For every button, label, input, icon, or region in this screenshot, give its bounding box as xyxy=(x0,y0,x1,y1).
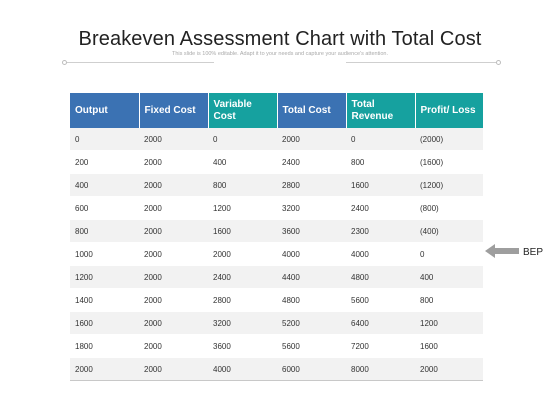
table-row: 1800 2000 3600 5600 7200 1600 xyxy=(70,334,483,358)
cell-fixed-cost: 2000 xyxy=(139,265,208,289)
cell-variable-cost: 3200 xyxy=(208,311,277,335)
cell-total-cost: 2000 xyxy=(277,128,346,151)
cell-profit-loss: (800) xyxy=(415,196,483,220)
header-total-revenue: Total Revenue xyxy=(346,93,416,128)
cell-total-revenue: 1600 xyxy=(346,173,415,197)
cell-variable-cost: 1200 xyxy=(208,196,277,220)
cell-fixed-cost: 2000 xyxy=(139,219,208,243)
header-profit-loss: Profit/ Loss xyxy=(415,93,483,128)
cell-profit-loss: (1200) xyxy=(415,173,483,197)
divider-dot-right xyxy=(496,60,501,65)
cell-total-revenue: 2300 xyxy=(346,219,415,243)
cell-total-cost: 2800 xyxy=(277,173,346,197)
cell-profit-loss: 400 xyxy=(415,265,483,289)
cell-fixed-cost: 2000 xyxy=(139,357,208,381)
cell-fixed-cost: 2000 xyxy=(139,242,208,266)
cell-total-revenue: 8000 xyxy=(346,357,415,381)
cell-variable-cost: 4000 xyxy=(208,357,277,381)
cell-profit-loss: (1600) xyxy=(415,150,483,174)
cell-output: 200 xyxy=(70,150,139,174)
page-title: Breakeven Assessment Chart with Total Co… xyxy=(78,28,482,50)
cell-fixed-cost: 2000 xyxy=(139,311,208,335)
cell-total-cost: 4000 xyxy=(277,242,346,266)
cell-variable-cost: 2400 xyxy=(208,265,277,289)
cell-total-revenue: 4800 xyxy=(346,265,415,289)
cell-output: 800 xyxy=(70,219,139,243)
cell-profit-loss: 0 xyxy=(415,242,483,266)
cell-variable-cost: 2000 xyxy=(208,242,277,266)
divider-dot-left xyxy=(62,60,67,65)
breakeven-table: Output Fixed Cost Variable Cost Total Co… xyxy=(70,93,483,381)
cell-output: 1200 xyxy=(70,265,139,289)
table-row: 600 2000 1200 3200 2400 (800) xyxy=(70,196,483,220)
bep-label: BEP xyxy=(523,247,544,258)
cell-total-cost: 6000 xyxy=(277,357,346,381)
title-divider-right xyxy=(346,62,498,63)
cell-total-revenue: 800 xyxy=(346,150,415,174)
cell-total-cost: 4400 xyxy=(277,265,346,289)
cell-fixed-cost: 2000 xyxy=(139,288,208,312)
cell-total-revenue: 7200 xyxy=(346,334,415,358)
table-row: 0 2000 0 2000 0 (2000) xyxy=(70,128,483,151)
table-row: 2000 2000 4000 6000 8000 2000 xyxy=(70,357,483,381)
table-header-row: Output Fixed Cost Variable Cost Total Co… xyxy=(70,93,483,128)
cell-total-cost: 3600 xyxy=(277,219,346,243)
cell-fixed-cost: 2000 xyxy=(139,128,208,151)
page-subtitle: This slide is 100% editable. Adapt it to… xyxy=(172,51,388,57)
title-divider-left xyxy=(64,62,214,63)
cell-variable-cost: 800 xyxy=(208,173,277,197)
cell-total-revenue: 5600 xyxy=(346,288,415,312)
cell-total-revenue: 4000 xyxy=(346,242,415,266)
cell-profit-loss: 1200 xyxy=(415,311,483,335)
cell-variable-cost: 2800 xyxy=(208,288,277,312)
cell-profit-loss: 2000 xyxy=(415,357,483,381)
arrow-left-icon xyxy=(485,244,519,258)
table-row: 400 2000 800 2800 1600 (1200) xyxy=(70,173,483,197)
cell-fixed-cost: 2000 xyxy=(139,150,208,174)
cell-total-revenue: 2400 xyxy=(346,196,415,220)
cell-fixed-cost: 2000 xyxy=(139,334,208,358)
cell-profit-loss: 800 xyxy=(415,288,483,312)
cell-variable-cost: 0 xyxy=(208,128,277,151)
cell-profit-loss: 1600 xyxy=(415,334,483,358)
cell-output: 1400 xyxy=(70,288,139,312)
cell-profit-loss: (400) xyxy=(415,219,483,243)
header-output: Output xyxy=(70,93,140,128)
cell-total-cost: 5200 xyxy=(277,311,346,335)
table-row: 1000 2000 2000 4000 4000 0 xyxy=(70,242,483,266)
cell-output: 2000 xyxy=(70,357,139,381)
table-row: 1200 2000 2400 4400 4800 400 xyxy=(70,265,483,289)
table-row: 200 2000 400 2400 800 (1600) xyxy=(70,150,483,174)
cell-total-revenue: 6400 xyxy=(346,311,415,335)
cell-output: 1600 xyxy=(70,311,139,335)
cell-total-cost: 2400 xyxy=(277,150,346,174)
cell-profit-loss: (2000) xyxy=(415,128,483,151)
header-total-cost: Total Cost xyxy=(277,93,347,128)
table-row: 1400 2000 2800 4800 5600 800 xyxy=(70,288,483,312)
cell-total-revenue: 0 xyxy=(346,128,415,151)
cell-variable-cost: 1600 xyxy=(208,219,277,243)
cell-output: 600 xyxy=(70,196,139,220)
cell-output: 1800 xyxy=(70,334,139,358)
cell-variable-cost: 3600 xyxy=(208,334,277,358)
cell-output: 400 xyxy=(70,173,139,197)
cell-total-cost: 3200 xyxy=(277,196,346,220)
cell-output: 0 xyxy=(70,128,139,151)
cell-fixed-cost: 2000 xyxy=(139,196,208,220)
cell-output: 1000 xyxy=(70,242,139,266)
header-fixed-cost: Fixed Cost xyxy=(139,93,209,128)
table-row: 1600 2000 3200 5200 6400 1200 xyxy=(70,311,483,335)
cell-variable-cost: 400 xyxy=(208,150,277,174)
header-variable-cost: Variable Cost xyxy=(208,93,278,128)
cell-total-cost: 5600 xyxy=(277,334,346,358)
table-row: 800 2000 1600 3600 2300 (400) xyxy=(70,219,483,243)
cell-total-cost: 4800 xyxy=(277,288,346,312)
cell-fixed-cost: 2000 xyxy=(139,173,208,197)
